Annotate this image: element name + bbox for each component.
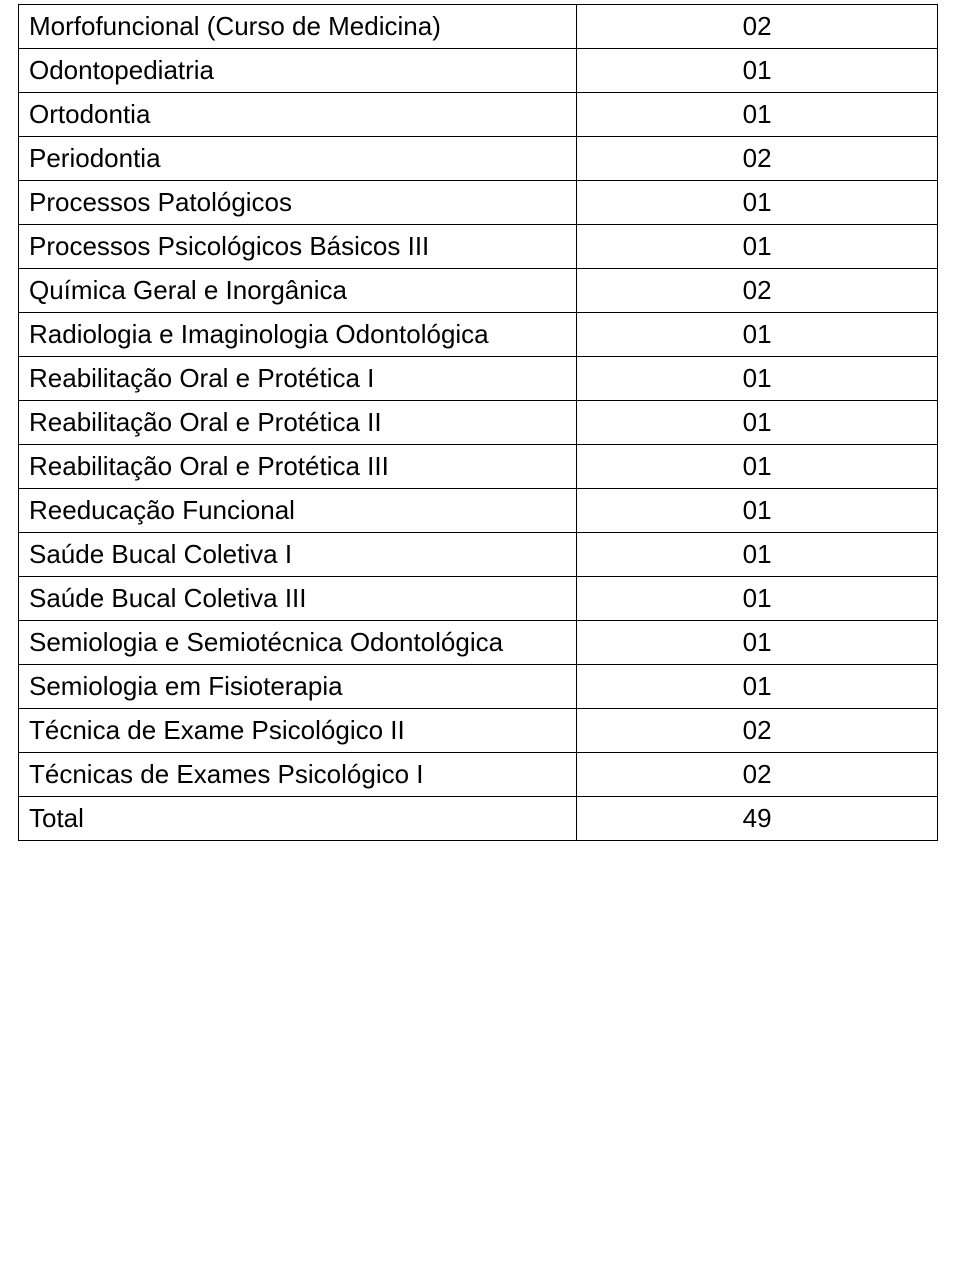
table-row: Saúde Bucal Coletiva III01 <box>19 577 938 621</box>
discipline-value: 01 <box>577 665 938 709</box>
table-row: Radiologia e Imaginologia Odontológica01 <box>19 313 938 357</box>
discipline-name: Ortodontia <box>19 93 577 137</box>
discipline-value: 02 <box>577 5 938 49</box>
table-row: Química Geral e Inorgânica02 <box>19 269 938 313</box>
table-row: Técnicas de Exames Psicológico I02 <box>19 753 938 797</box>
discipline-name: Radiologia e Imaginologia Odontológica <box>19 313 577 357</box>
table-row: Técnica de Exame Psicológico II02 <box>19 709 938 753</box>
discipline-name: Total <box>19 797 577 841</box>
discipline-name: Processos Patológicos <box>19 181 577 225</box>
discipline-name: Química Geral e Inorgânica <box>19 269 577 313</box>
discipline-name: Técnicas de Exames Psicológico I <box>19 753 577 797</box>
discipline-value: 49 <box>577 797 938 841</box>
table-row: Ortodontia01 <box>19 93 938 137</box>
discipline-value: 01 <box>577 313 938 357</box>
discipline-value: 01 <box>577 49 938 93</box>
discipline-value: 01 <box>577 181 938 225</box>
discipline-name: Reabilitação Oral e Protética I <box>19 357 577 401</box>
table-row: Reabilitação Oral e Protética III01 <box>19 445 938 489</box>
discipline-value: 02 <box>577 137 938 181</box>
table-row: Reabilitação Oral e Protética I01 <box>19 357 938 401</box>
discipline-value: 01 <box>577 489 938 533</box>
discipline-name: Reeducação Funcional <box>19 489 577 533</box>
discipline-value: 02 <box>577 753 938 797</box>
table-row: Processos Patológicos01 <box>19 181 938 225</box>
table-row: Morfofuncional (Curso de Medicina)02 <box>19 5 938 49</box>
table-body: Morfofuncional (Curso de Medicina)02Odon… <box>19 5 938 841</box>
discipline-name: Processos Psicológicos Básicos III <box>19 225 577 269</box>
discipline-value: 01 <box>577 577 938 621</box>
discipline-name: Semiologia em Fisioterapia <box>19 665 577 709</box>
table-row: Odontopediatria01 <box>19 49 938 93</box>
discipline-name: Odontopediatria <box>19 49 577 93</box>
table-row: Semiologia em Fisioterapia01 <box>19 665 938 709</box>
discipline-name: Semiologia e Semiotécnica Odontológica <box>19 621 577 665</box>
table-row: Saúde Bucal Coletiva I01 <box>19 533 938 577</box>
discipline-value: 01 <box>577 93 938 137</box>
discipline-name: Reabilitação Oral e Protética II <box>19 401 577 445</box>
discipline-value: 01 <box>577 225 938 269</box>
discipline-name: Periodontia <box>19 137 577 181</box>
discipline-name: Saúde Bucal Coletiva I <box>19 533 577 577</box>
table-row: Periodontia02 <box>19 137 938 181</box>
table-row: Total49 <box>19 797 938 841</box>
discipline-value: 01 <box>577 621 938 665</box>
discipline-value: 01 <box>577 445 938 489</box>
discipline-name: Saúde Bucal Coletiva III <box>19 577 577 621</box>
discipline-value: 02 <box>577 709 938 753</box>
discipline-value: 01 <box>577 401 938 445</box>
disciplines-table: Morfofuncional (Curso de Medicina)02Odon… <box>18 4 938 841</box>
table-row: Reabilitação Oral e Protética II01 <box>19 401 938 445</box>
discipline-value: 01 <box>577 533 938 577</box>
discipline-name: Técnica de Exame Psicológico II <box>19 709 577 753</box>
table-row: Semiologia e Semiotécnica Odontológica01 <box>19 621 938 665</box>
discipline-name: Morfofuncional (Curso de Medicina) <box>19 5 577 49</box>
table-row: Reeducação Funcional01 <box>19 489 938 533</box>
discipline-value: 01 <box>577 357 938 401</box>
discipline-value: 02 <box>577 269 938 313</box>
table-row: Processos Psicológicos Básicos III01 <box>19 225 938 269</box>
discipline-name: Reabilitação Oral e Protética III <box>19 445 577 489</box>
